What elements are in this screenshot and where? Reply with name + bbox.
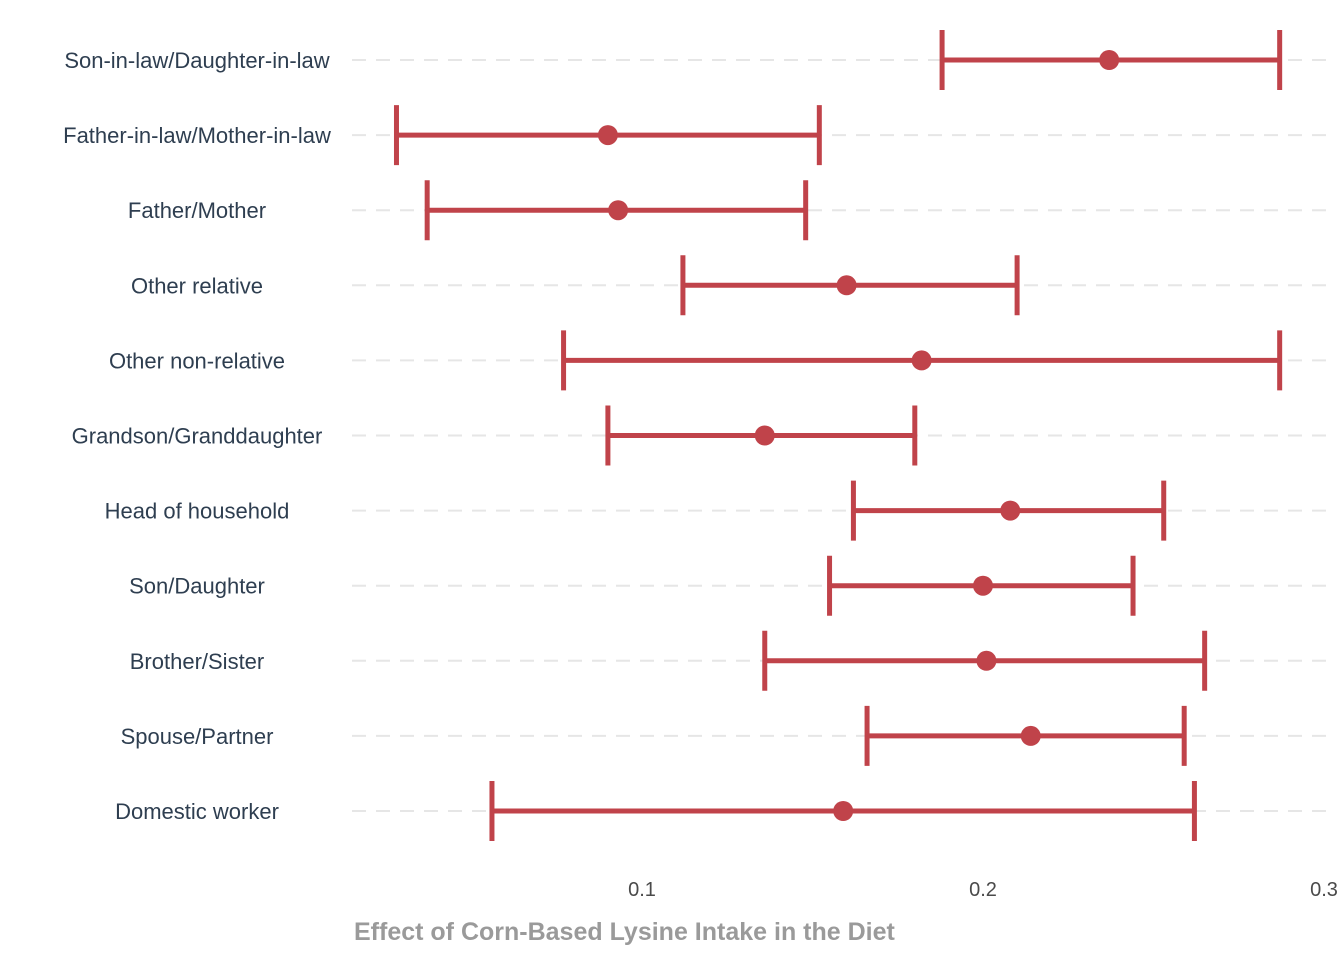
point-estimate — [976, 650, 997, 671]
point-estimate — [1099, 50, 1120, 70]
category-label: Spouse/Partner — [121, 724, 274, 749]
x-tick-label: 0.2 — [969, 879, 997, 901]
x-tick-label: 0.3 — [1310, 879, 1338, 901]
x-axis-title: Effect of Corn-Based Lysine Intake in th… — [354, 918, 896, 946]
category-labels: Son-in-law/Daughter-in-law Father-in-law/… — [63, 48, 331, 824]
category-label: Father-in-law/Mother-in-law — [63, 123, 331, 148]
category-label: Grandson/Granddaughter — [72, 424, 323, 449]
category-label: Father/Mother — [128, 198, 266, 223]
point-estimate — [754, 425, 775, 446]
point-estimate — [911, 350, 932, 371]
point-estimate — [833, 801, 854, 821]
point-estimate — [608, 200, 629, 221]
category-label: Other relative — [131, 273, 263, 298]
point-estimate — [836, 275, 857, 296]
category-label: Other non-relative — [109, 348, 285, 373]
point-estimate — [1000, 500, 1021, 521]
category-label: Son-in-law/Daughter-in-law — [64, 48, 329, 73]
x-tick-label: 0.1 — [628, 879, 656, 901]
category-label: Domestic worker — [115, 799, 279, 824]
category-label: Head of household — [105, 499, 290, 524]
x-axis-ticks: 0.1 0.2 0.3 — [628, 879, 1338, 901]
point-estimates — [597, 50, 1120, 821]
category-label: Son/Daughter — [129, 574, 265, 599]
point-estimate — [973, 575, 993, 596]
point-estimate — [1020, 725, 1041, 746]
point-estimate — [597, 125, 618, 146]
category-label: Brother/Sister — [130, 649, 265, 674]
